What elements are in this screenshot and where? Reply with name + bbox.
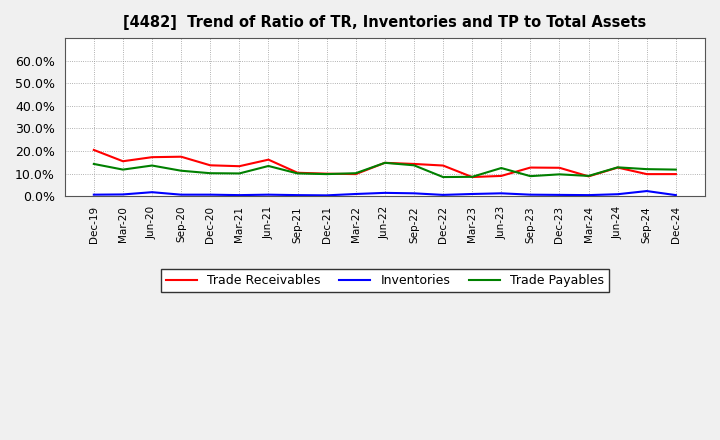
Trade Receivables: [206, 163, 215, 168]
Inventories: [468, 191, 477, 197]
Trade Receivables: [584, 174, 593, 179]
Trade Receivables: [613, 165, 622, 170]
Inventories: [672, 192, 680, 198]
Inventories: [148, 190, 156, 195]
Trade Receivables: [235, 164, 243, 169]
Inventories: [381, 190, 390, 195]
Inventories: [323, 193, 331, 198]
Trade Payables: [381, 160, 390, 165]
Inventories: [642, 188, 651, 194]
Trade Payables: [264, 163, 273, 169]
Inventories: [293, 192, 302, 198]
Inventories: [177, 192, 186, 197]
Trade Payables: [438, 174, 447, 180]
Line: Trade Payables: Trade Payables: [94, 163, 676, 177]
Trade Payables: [410, 163, 418, 168]
Inventories: [613, 191, 622, 197]
Trade Receivables: [148, 154, 156, 160]
Trade Payables: [177, 168, 186, 173]
Inventories: [584, 192, 593, 198]
Trade Receivables: [89, 147, 98, 153]
Inventories: [555, 192, 564, 198]
Trade Receivables: [323, 171, 331, 176]
Trade Payables: [148, 163, 156, 168]
Trade Receivables: [526, 165, 535, 170]
Trade Receivables: [264, 157, 273, 162]
Trade Receivables: [468, 174, 477, 180]
Trade Payables: [119, 167, 127, 172]
Trade Payables: [323, 172, 331, 177]
Trade Payables: [497, 165, 505, 171]
Trade Receivables: [381, 160, 390, 165]
Legend: Trade Receivables, Inventories, Trade Payables: Trade Receivables, Inventories, Trade Pa…: [161, 269, 609, 292]
Inventories: [351, 191, 360, 197]
Line: Inventories: Inventories: [94, 191, 676, 195]
Trade Payables: [206, 171, 215, 176]
Inventories: [235, 192, 243, 198]
Inventories: [264, 192, 273, 197]
Trade Receivables: [119, 158, 127, 164]
Inventories: [89, 192, 98, 197]
Trade Payables: [526, 173, 535, 179]
Inventories: [497, 191, 505, 196]
Trade Receivables: [293, 170, 302, 176]
Title: [4482]  Trend of Ratio of TR, Inventories and TP to Total Assets: [4482] Trend of Ratio of TR, Inventories…: [123, 15, 647, 30]
Trade Payables: [642, 166, 651, 172]
Trade Payables: [468, 174, 477, 180]
Line: Trade Receivables: Trade Receivables: [94, 150, 676, 177]
Inventories: [526, 192, 535, 197]
Trade Payables: [613, 165, 622, 170]
Inventories: [119, 192, 127, 197]
Trade Receivables: [177, 154, 186, 159]
Trade Receivables: [351, 172, 360, 177]
Inventories: [206, 192, 215, 197]
Trade Payables: [351, 171, 360, 176]
Trade Payables: [89, 161, 98, 167]
Inventories: [410, 191, 418, 196]
Trade Receivables: [438, 163, 447, 168]
Trade Receivables: [497, 173, 505, 179]
Trade Payables: [672, 167, 680, 172]
Trade Receivables: [642, 172, 651, 177]
Trade Payables: [235, 171, 243, 176]
Trade Receivables: [410, 161, 418, 167]
Inventories: [438, 192, 447, 198]
Trade Payables: [584, 173, 593, 179]
Trade Receivables: [555, 165, 564, 170]
Trade Payables: [555, 172, 564, 177]
Trade Payables: [293, 171, 302, 176]
Trade Receivables: [672, 172, 680, 177]
